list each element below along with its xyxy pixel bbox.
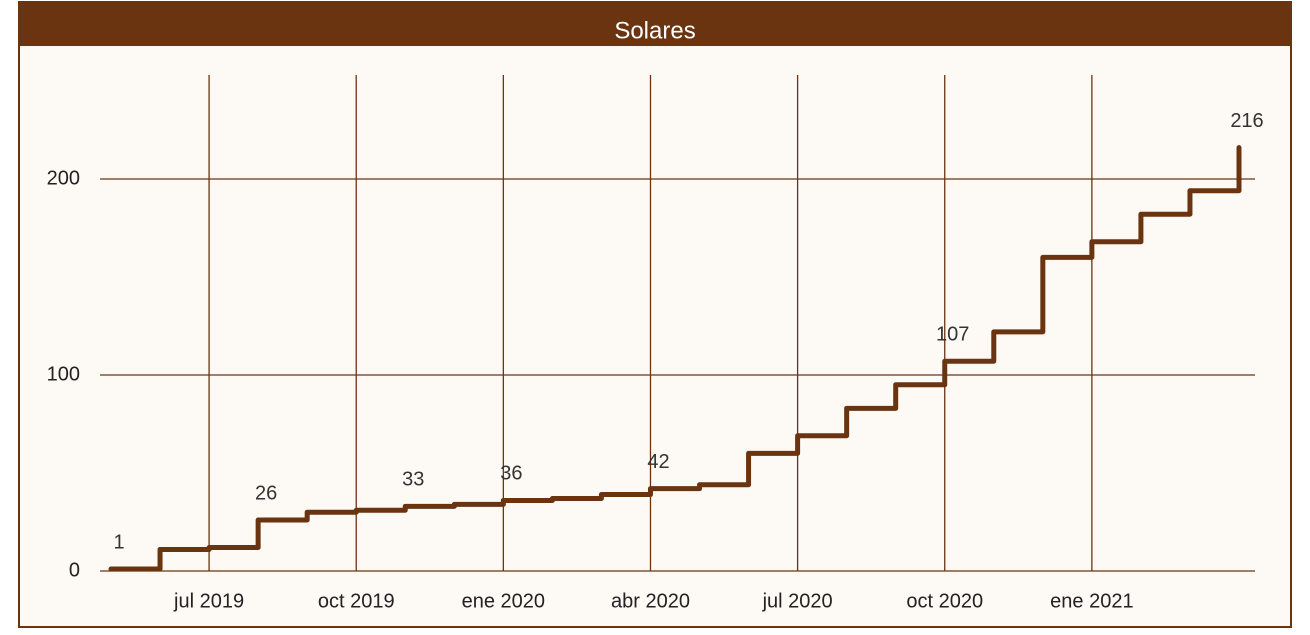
data-label: 33	[402, 469, 424, 491]
y-tick-label: 0	[69, 559, 80, 581]
x-tick-label: oct 2019	[318, 590, 395, 612]
chart-frame	[18, 1, 1292, 628]
x-tick-label: jul 2020	[762, 590, 833, 612]
data-label: 107	[936, 324, 969, 346]
data-label: 42	[647, 451, 669, 473]
title-bar	[19, 2, 1291, 46]
x-tick-label: oct 2020	[906, 590, 983, 612]
data-line	[108, 145, 1242, 572]
chart-title: Solares	[614, 17, 695, 44]
data-label: 26	[255, 482, 277, 504]
x-tick-label: ene 2021	[1050, 590, 1133, 612]
data-label: 1	[113, 531, 124, 553]
x-tick-label: jul 2019	[173, 590, 244, 612]
x-tick-label: abr 2020	[611, 590, 690, 612]
data-label: 216	[1230, 110, 1263, 132]
x-tick-label: ene 2020	[462, 590, 545, 612]
data-label: 36	[500, 463, 522, 485]
y-tick-label: 100	[47, 363, 80, 385]
y-tick-label: 200	[47, 167, 80, 189]
